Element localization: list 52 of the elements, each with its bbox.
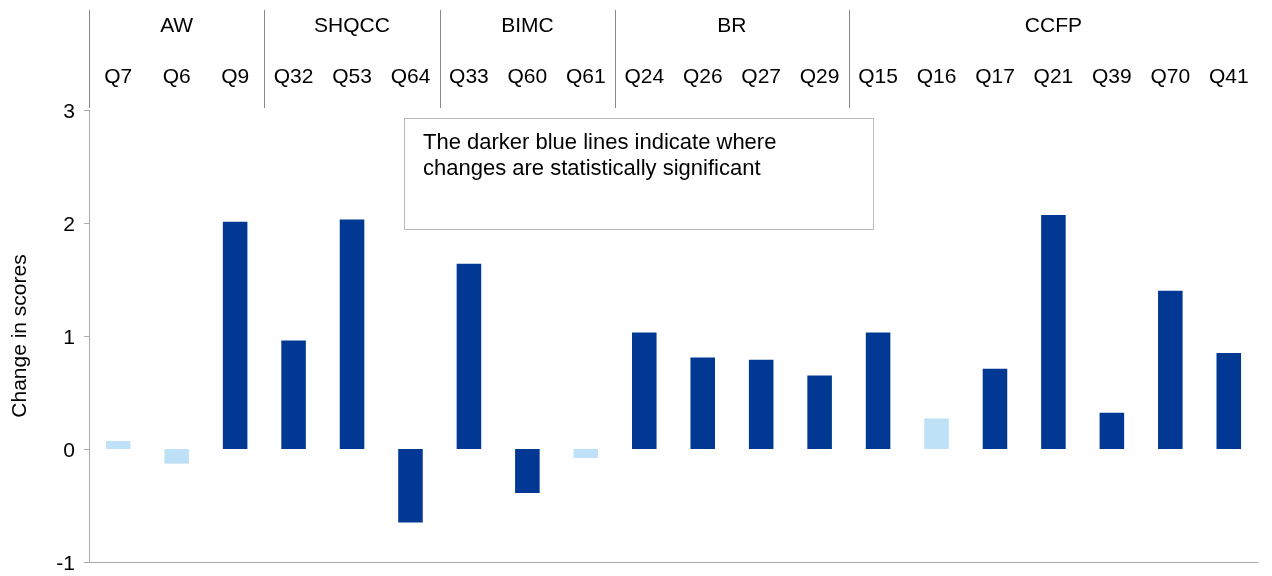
bar bbox=[807, 375, 832, 449]
bar bbox=[865, 332, 891, 449]
x-tick-label: Q33 bbox=[449, 64, 489, 87]
x-tick-label: Q70 bbox=[1150, 64, 1191, 87]
x-tick-label: Q61 bbox=[565, 64, 606, 87]
x-tick-label: Q24 bbox=[624, 64, 665, 87]
bar bbox=[632, 332, 657, 449]
bar bbox=[164, 449, 189, 464]
bar bbox=[924, 418, 949, 449]
x-tick-label: Q60 bbox=[507, 64, 548, 87]
text-box: The darker blue lines indicate where changes are statistically significant bbox=[404, 118, 874, 230]
y-tick-label: 2 bbox=[63, 211, 75, 235]
bar bbox=[222, 221, 248, 449]
x-tick-label: Q53 bbox=[332, 64, 372, 87]
text: AW bbox=[160, 13, 194, 36]
bar bbox=[1158, 290, 1183, 449]
x-tick-label: Q21 bbox=[1033, 64, 1074, 87]
y-tick-label: 3 bbox=[63, 98, 75, 122]
x-tick-label: Q41 bbox=[1208, 64, 1249, 87]
x-tick-label: Q17 bbox=[975, 64, 1015, 87]
text: BR bbox=[717, 13, 747, 36]
y-tick-label: -1 bbox=[56, 550, 75, 574]
bar bbox=[1041, 215, 1066, 449]
bar bbox=[105, 441, 131, 449]
bar bbox=[982, 368, 1008, 449]
text: SHQCC bbox=[314, 13, 390, 36]
x-tick-label: Q16 bbox=[916, 64, 957, 87]
text: CCFP bbox=[1024, 13, 1083, 36]
bar bbox=[398, 449, 423, 523]
bar bbox=[1216, 352, 1242, 449]
x-tick-label: Q29 bbox=[799, 64, 840, 87]
text: BIMC bbox=[501, 13, 554, 36]
x-tick-label: Q32 bbox=[273, 64, 314, 87]
bar bbox=[748, 359, 774, 449]
x-tick-label: Q7 bbox=[104, 64, 133, 87]
bar bbox=[281, 340, 306, 449]
x-tick-label: Q15 bbox=[858, 64, 898, 87]
y-tick-label: 1 bbox=[63, 324, 75, 348]
bar bbox=[690, 357, 715, 449]
bar bbox=[1099, 412, 1125, 449]
x-tick-label: Q39 bbox=[1092, 64, 1132, 87]
y-tick-label: 0 bbox=[63, 437, 75, 461]
bar bbox=[339, 219, 365, 449]
y-axis-title: Change in scores bbox=[7, 254, 30, 418]
bar bbox=[573, 449, 599, 459]
x-tick-label: Q26 bbox=[682, 64, 723, 87]
bar bbox=[456, 263, 482, 449]
x-tick-label: Q9 bbox=[221, 64, 250, 87]
x-tick-label: Q27 bbox=[741, 64, 782, 87]
x-tick-label: Q64 bbox=[390, 64, 431, 87]
bar bbox=[515, 449, 540, 494]
x-tick-label: Q6 bbox=[162, 64, 191, 87]
